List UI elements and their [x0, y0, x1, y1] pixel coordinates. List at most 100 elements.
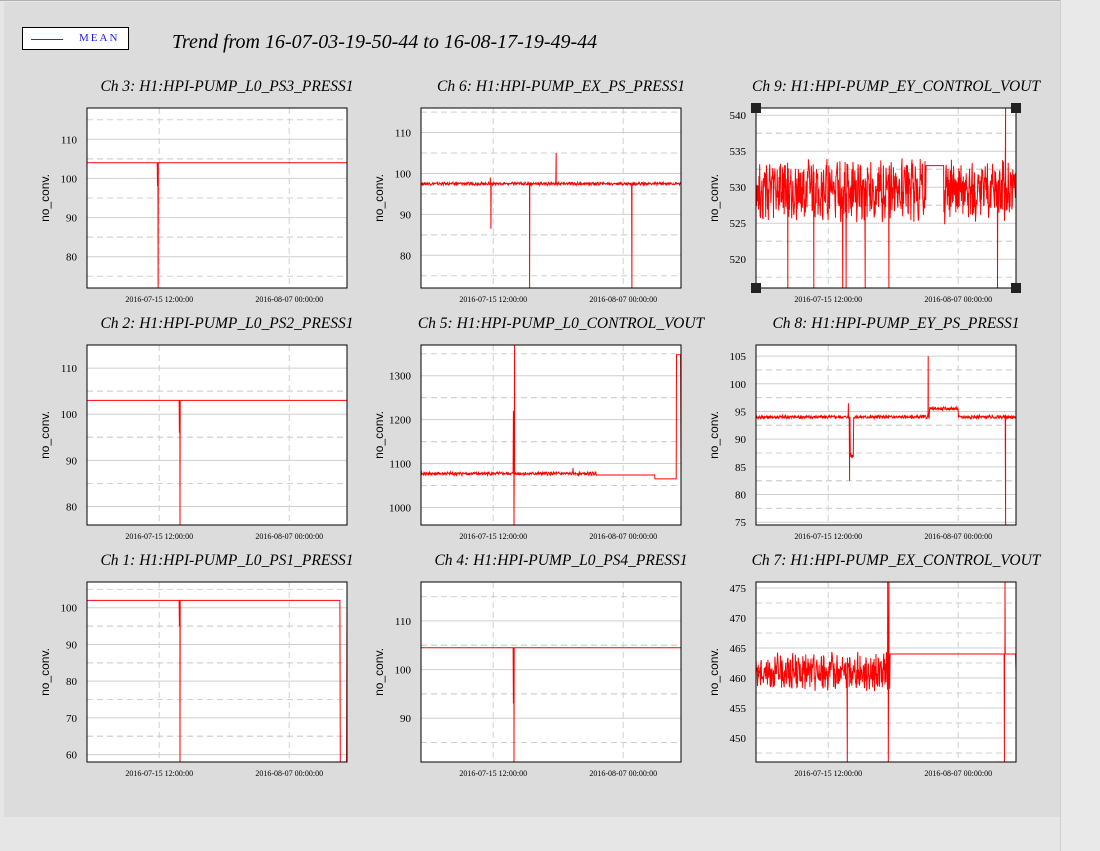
plot-frame — [755, 344, 1017, 526]
series-line-mean — [87, 162, 347, 289]
page-title: Trend from 16-07-03-19-50-44 to 16-08-17… — [172, 31, 598, 53]
y-tick-label: 90 — [66, 639, 78, 651]
y-axis-label: no_conv. — [707, 174, 721, 222]
y-tick-label: 455 — [730, 703, 747, 715]
x-tick-label: 2016-08-07 00:00:00 — [589, 532, 657, 541]
y-tick-label: 100 — [61, 173, 78, 185]
y-tick-label: 110 — [395, 128, 412, 140]
chart-panel-3[interactable]: 520 525 530 535 540 2016-07-15 12:00:00 2016-0… — [707, 78, 1041, 304]
y-tick-label: 80 — [66, 252, 78, 264]
y-tick-label: 460 — [730, 673, 747, 685]
x-tick-label: 2016-07-15 12:00:00 — [794, 295, 862, 304]
x-tick-label: 2016-07-15 12:00:00 — [459, 769, 527, 778]
selection-handle[interactable] — [1011, 283, 1021, 293]
plot-area[interactable] — [421, 345, 681, 525]
x-tick-label: 2016-07-15 12:00:00 — [459, 295, 527, 304]
plot-frame — [420, 581, 682, 763]
plot-area[interactable] — [421, 582, 681, 762]
chart-panel-8[interactable]: 90 100 110 2016-07-15 12:00:00 2016-08-07 00… — [372, 552, 688, 778]
plot-area[interactable] — [87, 582, 347, 762]
y-tick-label: 90 — [400, 209, 412, 221]
plot-frame — [86, 107, 348, 289]
series-line-mean — [755, 581, 1017, 763]
x-tick-label: 2016-08-07 00:00:00 — [589, 295, 657, 304]
y-axis-label: no_conv. — [707, 648, 721, 696]
y-tick-label: 540 — [730, 110, 747, 122]
chart-panel-2[interactable]: 80 90 100 110 2016-07-15 12:00:00 2016-08-07 … — [372, 78, 685, 304]
y-tick-label: 80 — [66, 502, 78, 514]
y-tick-label: 520 — [730, 254, 747, 266]
plot-frame — [755, 107, 1017, 289]
y-tick-label: 530 — [730, 182, 747, 194]
plot-frame — [86, 581, 348, 763]
y-tick-label: 1300 — [389, 371, 412, 383]
selection-handle[interactable] — [751, 283, 761, 293]
legend: MEAN — [22, 27, 129, 50]
y-axis-label: no_conv. — [707, 411, 721, 459]
x-tick-label: 2016-07-15 12:00:00 — [125, 295, 193, 304]
chart-panel-1[interactable]: 80 90 100 110 2016-07-15 12:00:00 2016-08-07 … — [38, 78, 354, 304]
chart-title: Ch 4: H1:HPI-PUMP_L0_PS4_PRESS1 — [434, 552, 687, 569]
chart-title: Ch 1: H1:HPI-PUMP_L0_PS1_PRESS1 — [100, 552, 353, 569]
y-tick-label: 95 — [735, 406, 747, 418]
y-axis-label: no_conv. — [38, 648, 52, 696]
plot-area[interactable] — [756, 345, 1016, 525]
y-tick-label: 90 — [735, 434, 747, 446]
y-tick-label: 100 — [395, 665, 412, 677]
y-tick-label: 1100 — [389, 459, 411, 471]
chart-panel-9[interactable]: 450 455 460 465 470 475 2016-07-15 12:00:00 201… — [707, 552, 1042, 778]
x-tick-label: 2016-08-07 00:00:00 — [924, 295, 992, 304]
x-tick-label: 2016-07-15 12:00:00 — [794, 532, 862, 541]
selection-handle[interactable] — [751, 103, 761, 113]
y-tick-label: 110 — [395, 616, 412, 628]
y-tick-label: 450 — [730, 733, 747, 745]
y-tick-label: 110 — [61, 363, 78, 375]
chart-title: Ch 8: H1:HPI-PUMP_EY_PS_PRESS1 — [772, 315, 1019, 332]
y-tick-label: 470 — [730, 613, 747, 625]
x-tick-label: 2016-08-07 00:00:00 — [255, 532, 323, 541]
series-line-mean — [420, 152, 682, 289]
plot-frame — [86, 344, 348, 526]
y-tick-label: 525 — [730, 218, 747, 230]
chart-panel-6[interactable]: 75 80 85 90 95 100 105 2016-07-15 12:00:00 2016-… — [707, 315, 1020, 541]
chart-title: Ch 9: H1:HPI-PUMP_EY_CONTROL_VOUT — [752, 78, 1041, 95]
y-tick-label: 90 — [66, 213, 78, 225]
window-top-edge — [0, 0, 1100, 1]
x-tick-label: 2016-07-15 12:00:00 — [794, 769, 862, 778]
y-axis-label: no_conv. — [372, 648, 386, 696]
y-tick-label: 75 — [735, 517, 747, 529]
y-axis-label: no_conv. — [38, 174, 52, 222]
chart-title: Ch 6: H1:HPI-PUMP_EX_PS_PRESS1 — [437, 78, 685, 95]
series-line-mean — [755, 356, 1017, 526]
x-tick-label: 2016-08-07 00:00:00 — [924, 769, 992, 778]
x-tick-label: 2016-07-15 12:00:00 — [125, 532, 193, 541]
y-tick-label: 100 — [61, 603, 78, 615]
chart-panel-5[interactable]: 1000 1100 1200 1300 2016-07-15 12:00:00 2016-… — [372, 315, 706, 541]
y-tick-label: 60 — [66, 750, 78, 762]
y-tick-label: 100 — [730, 379, 747, 391]
chart-title: Ch 5: H1:HPI-PUMP_L0_CONTROL_VOUT — [418, 315, 706, 332]
plot-area[interactable] — [87, 345, 347, 525]
y-tick-label: 80 — [400, 250, 412, 262]
x-tick-label: 2016-08-07 00:00:00 — [924, 532, 992, 541]
y-tick-label: 70 — [66, 713, 78, 725]
chart-title: Ch 7: H1:HPI-PUMP_EX_CONTROL_VOUT — [752, 552, 1042, 569]
y-axis-label: no_conv. — [372, 174, 386, 222]
y-tick-label: 90 — [400, 713, 412, 725]
y-tick-label: 80 — [66, 676, 78, 688]
legend-label: MEAN — [79, 32, 120, 44]
plot-frame — [755, 581, 1017, 763]
chart-title: Ch 3: H1:HPI-PUMP_L0_PS3_PRESS1 — [100, 78, 353, 95]
plot-area[interactable] — [421, 108, 681, 288]
x-tick-label: 2016-08-07 00:00:00 — [589, 769, 657, 778]
chart-panel-4[interactable]: 80 90 100 110 2016-07-15 12:00:00 2016-08-07 … — [38, 315, 354, 541]
y-axis-label: no_conv. — [38, 411, 52, 459]
y-tick-label: 1200 — [389, 415, 412, 427]
selection-handle[interactable] — [1011, 103, 1021, 113]
chart-panel-7[interactable]: 60 70 80 90 100 2016-07-15 12:00:00 2016-08-07… — [38, 552, 354, 778]
y-tick-label: 1000 — [389, 502, 412, 514]
x-tick-label: 2016-08-07 00:00:00 — [255, 769, 323, 778]
scrollbar-track[interactable] — [1060, 0, 1100, 851]
chart-title: Ch 2: H1:HPI-PUMP_L0_PS2_PRESS1 — [100, 315, 353, 332]
